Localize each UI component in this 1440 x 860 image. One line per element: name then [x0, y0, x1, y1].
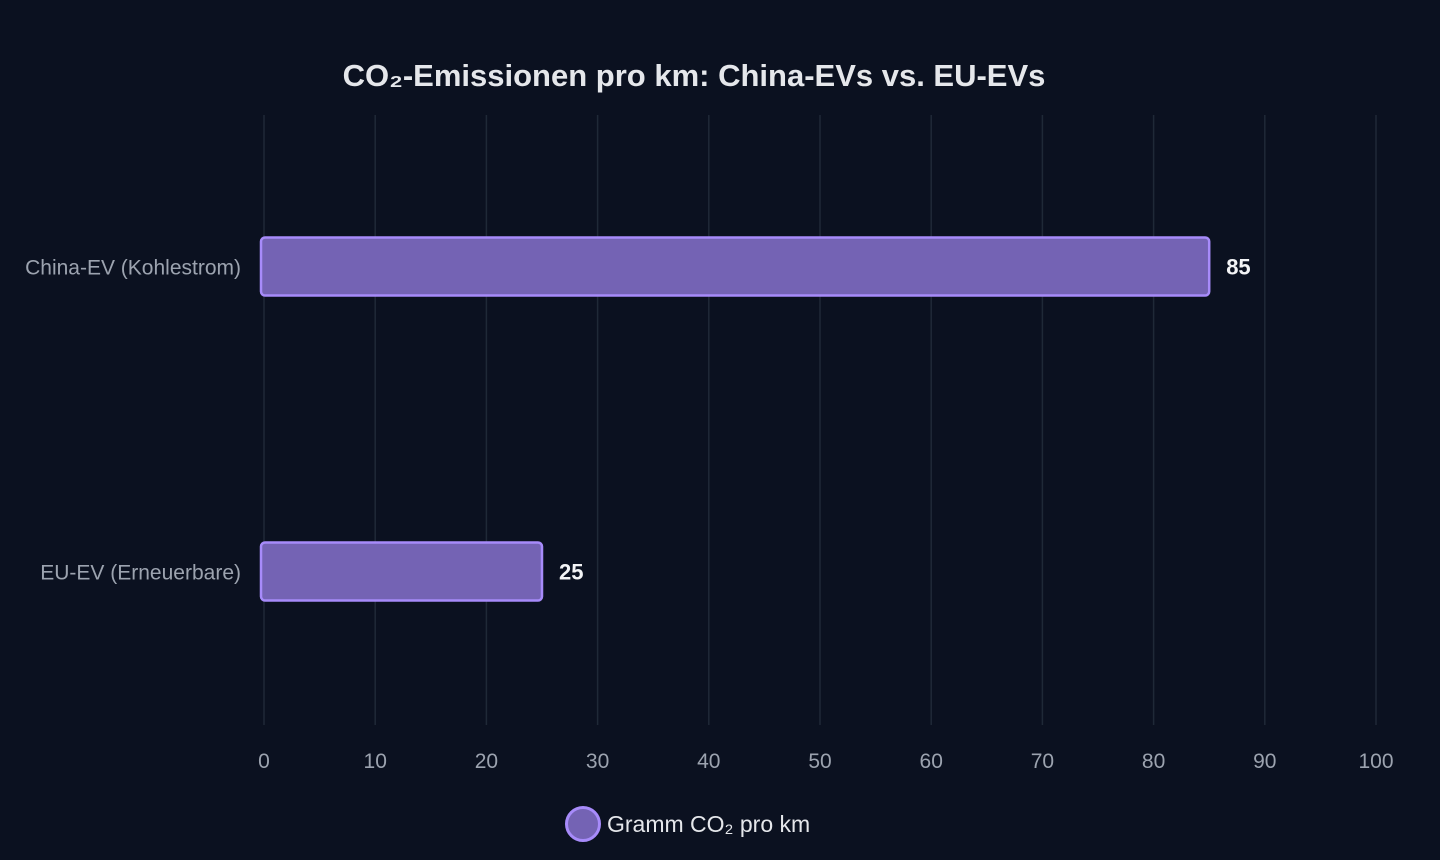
legend-label: Gramm CO₂ pro km — [607, 811, 810, 837]
x-tick-label: 10 — [364, 750, 387, 773]
bar — [259, 541, 544, 602]
chart-title: CO₂-Emissionen pro km: China-EVs vs. EU-… — [343, 58, 1046, 93]
x-tick-label: 60 — [920, 750, 943, 773]
legend-swatch — [565, 806, 601, 842]
bar — [259, 236, 1211, 297]
x-tick-label: 80 — [1142, 750, 1165, 773]
x-axis: 0 10 20 30 40 50 60 70 80 90 100 — [258, 750, 1393, 773]
category-label: China-EV (Kohlestrom) — [25, 257, 241, 280]
x-tick-label: 0 — [258, 750, 270, 773]
x-tick-label: 100 — [1358, 750, 1393, 773]
x-tick-label: 90 — [1253, 750, 1276, 773]
legend: Gramm CO₂ pro km — [565, 806, 810, 842]
bars: 85 25 — [259, 236, 1251, 602]
x-tick-label: 30 — [586, 750, 609, 773]
category-labels: China-EV (Kohlestrom) EU-EV (Erneuerbare) — [25, 257, 241, 585]
x-tick-label: 50 — [808, 750, 831, 773]
category-label: EU-EV (Erneuerbare) — [40, 562, 241, 585]
x-tick-label: 70 — [1031, 750, 1054, 773]
grid — [263, 115, 1377, 725]
x-tick-label: 20 — [475, 750, 498, 773]
value-label: 85 — [1226, 255, 1250, 280]
x-tick-label: 40 — [697, 750, 720, 773]
value-label: 25 — [559, 560, 583, 585]
